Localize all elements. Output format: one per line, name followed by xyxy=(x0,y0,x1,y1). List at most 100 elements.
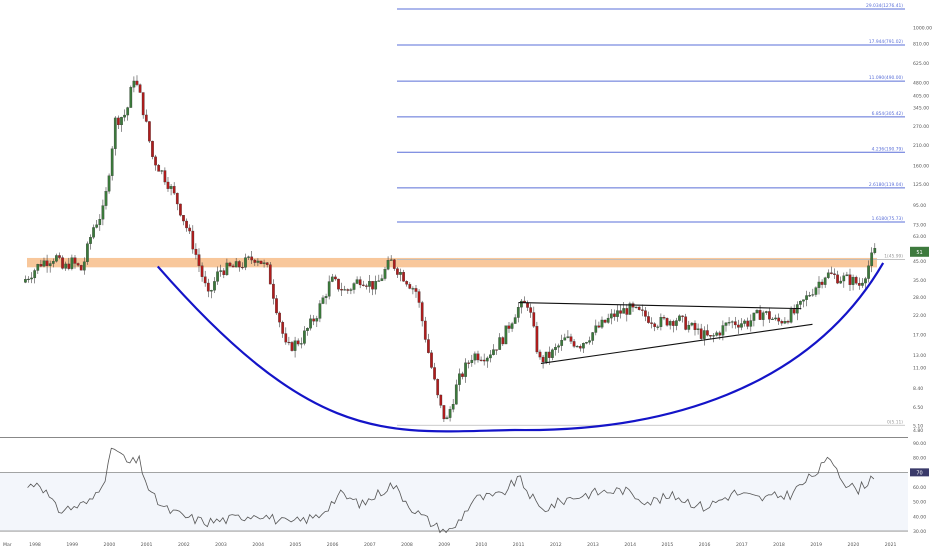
candle-body xyxy=(216,271,219,282)
candle-body xyxy=(92,227,95,238)
candle-body xyxy=(67,263,71,269)
time-tick-label: 2016 xyxy=(699,542,711,548)
candle-body xyxy=(327,281,331,297)
candle-body xyxy=(380,278,384,281)
price-tick-label: 35.00 xyxy=(913,278,926,284)
candle-body xyxy=(312,318,316,322)
candle-body xyxy=(374,281,378,290)
candle-body xyxy=(771,318,774,320)
price-tick-label: 4.80 xyxy=(913,428,923,434)
candle-body xyxy=(470,359,474,363)
candle-body xyxy=(210,290,213,292)
candle-body xyxy=(845,274,849,276)
candle-body xyxy=(188,227,192,232)
price-tick-label: 6.50 xyxy=(913,405,923,411)
candle-body xyxy=(272,283,275,299)
time-tick-label: 2009 xyxy=(438,542,450,548)
candle-body xyxy=(234,261,238,268)
candle-body xyxy=(70,257,74,269)
candle-body xyxy=(256,260,260,263)
candle-body xyxy=(138,84,142,93)
candle-body xyxy=(237,261,241,268)
price-tick-label: 125.00 xyxy=(913,182,929,188)
trendline-upper xyxy=(518,302,802,310)
time-tick-label: 2010 xyxy=(476,542,488,548)
trendlines xyxy=(518,302,813,365)
candle-body xyxy=(420,302,424,322)
candle-body xyxy=(225,262,229,276)
candle-body xyxy=(436,379,440,396)
candle-body xyxy=(361,284,365,286)
candle-body xyxy=(603,319,607,323)
last-price-box xyxy=(910,246,929,257)
candle-body xyxy=(702,330,706,339)
price-tick-label: 480.00 xyxy=(913,81,929,87)
candle-body xyxy=(89,237,92,244)
candle-body xyxy=(730,321,734,323)
candle-body xyxy=(609,313,613,319)
candle-body xyxy=(191,230,195,250)
candle-body xyxy=(467,362,471,364)
time-tick-label: 2015 xyxy=(662,542,674,548)
candle-body xyxy=(681,315,684,317)
candle-body xyxy=(268,264,272,285)
candle-body xyxy=(371,281,374,290)
candle-body xyxy=(554,347,557,350)
fib-level-label: 17.944(791.02) xyxy=(869,39,903,45)
candle-body xyxy=(309,318,312,329)
candle-body xyxy=(861,282,864,286)
candle-body xyxy=(358,279,362,286)
candle-body xyxy=(439,394,443,406)
rsi-line xyxy=(27,447,875,534)
time-tick-label: 2000 xyxy=(104,542,116,548)
candle-body xyxy=(433,367,436,380)
candle-body xyxy=(423,320,427,340)
candle-body xyxy=(758,310,762,320)
time-tick-label: 2020 xyxy=(848,542,860,548)
candle-body xyxy=(330,276,334,282)
candle-body xyxy=(839,280,843,284)
candle-body xyxy=(578,346,582,349)
price-axis: 1000.00 810.00 625.00 480.00 405.00 345.00 270… xyxy=(913,25,932,434)
candle-body xyxy=(848,274,852,285)
last-price-label: 51 xyxy=(916,250,922,256)
candle-body xyxy=(299,343,303,345)
candle-body xyxy=(538,351,542,358)
candle-body xyxy=(253,259,257,263)
fib-extension-levels: 1.6180(75.73) 2.6180(119.04) 4.236(190.79)… xyxy=(397,3,905,426)
candle-body xyxy=(275,298,278,314)
candle-body xyxy=(659,317,663,327)
candle-body xyxy=(854,276,858,284)
candle-body xyxy=(498,337,502,350)
candle-body xyxy=(668,321,672,326)
candle-body xyxy=(690,322,694,326)
candle-body xyxy=(873,248,877,253)
candle-body xyxy=(811,294,815,296)
candle-body xyxy=(836,274,839,284)
candle-body xyxy=(826,272,830,278)
candle-body xyxy=(489,354,492,359)
candle-body xyxy=(175,192,179,205)
candle-body xyxy=(129,87,133,108)
price-tick-label: 63.00 xyxy=(913,234,926,240)
candle-body xyxy=(98,219,102,225)
candle-body xyxy=(352,283,356,290)
candle-body xyxy=(389,259,393,261)
candle-body xyxy=(870,252,874,266)
candle-body xyxy=(740,323,743,328)
candle-body xyxy=(737,324,740,328)
fib-level-label: 6.854(305.42) xyxy=(872,111,904,117)
candle-body xyxy=(451,404,455,410)
price-tick-label: 73.00 xyxy=(913,223,926,229)
candle-body xyxy=(58,255,61,258)
candle-body xyxy=(464,362,467,377)
trendline-lower xyxy=(540,323,813,365)
rsi-panel xyxy=(0,447,908,534)
rsi-last-box xyxy=(910,468,929,477)
rsi-band xyxy=(0,472,908,532)
candle-body xyxy=(513,317,517,324)
candle-body xyxy=(718,332,722,336)
fib-base-label: 1(45.99) xyxy=(884,254,903,260)
candle-body xyxy=(355,279,359,284)
